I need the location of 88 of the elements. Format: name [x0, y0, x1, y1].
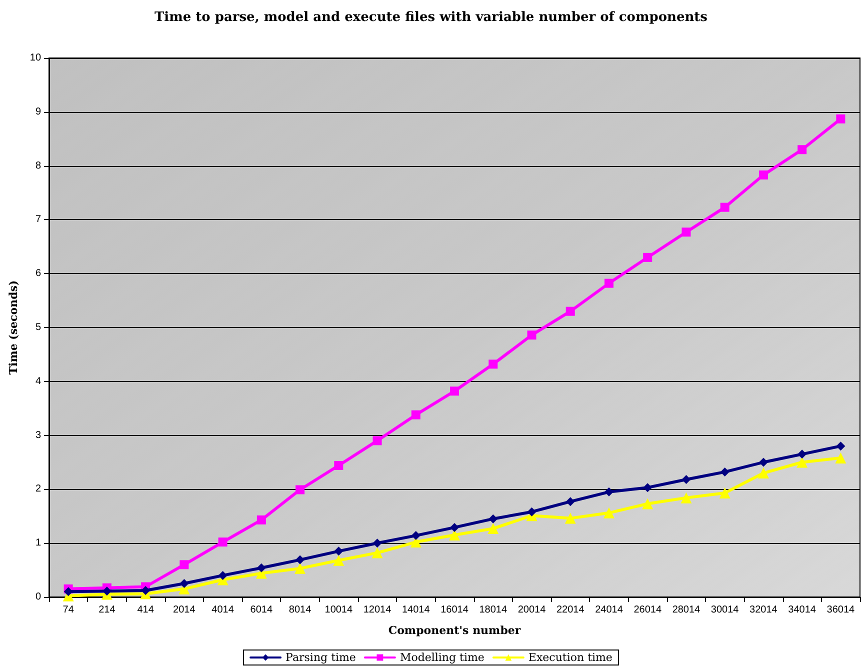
point: [758, 458, 768, 467]
point: [604, 278, 614, 288]
x-tick-label: 16014: [440, 604, 469, 616]
point: [372, 436, 382, 446]
y-tick-label: 2: [35, 484, 42, 495]
point: [334, 546, 344, 556]
point: [296, 555, 305, 564]
point: [141, 586, 150, 596]
y-tick-label: 6: [35, 268, 42, 280]
x-tick-label: 22014: [556, 604, 585, 616]
x-tick-label: 34014: [788, 604, 816, 616]
point: [180, 560, 189, 570]
point: [566, 306, 575, 316]
point: [720, 467, 730, 476]
point: [372, 538, 382, 548]
point: [603, 507, 614, 518]
point: [680, 492, 692, 504]
y-tick-label: 10: [30, 52, 42, 64]
point: [798, 145, 807, 154]
point: [720, 202, 730, 212]
y-tick-label: 7: [35, 214, 42, 226]
point: [488, 514, 498, 524]
legend-label: Modelling time: [400, 651, 484, 664]
point: [450, 386, 460, 396]
y-axis-title: Time (seconds): [7, 280, 20, 375]
point: [564, 512, 576, 524]
point: [835, 452, 846, 464]
point: [682, 475, 691, 484]
point: [719, 487, 730, 498]
point: [218, 538, 228, 547]
x-tick-label: 14014: [402, 604, 430, 616]
x-tick-label: 2014: [173, 604, 196, 616]
x-tick-label: 6014: [250, 604, 273, 616]
chart-title: Time to parse, model and execute files with variable number of components: [154, 10, 708, 25]
point: [333, 554, 344, 566]
x-tick-label: 8014: [288, 604, 312, 616]
legend-label: Execution time: [528, 651, 612, 664]
y-tick-label: 9: [35, 106, 42, 118]
y-tick-label: 8: [35, 160, 42, 172]
point: [758, 170, 768, 180]
y-tick-label: 5: [35, 322, 42, 333]
x-tick-label: 10014: [324, 604, 353, 616]
point: [411, 531, 420, 540]
point: [296, 485, 305, 494]
point: [218, 570, 228, 580]
point: [256, 515, 266, 524]
point: [450, 522, 460, 532]
point: [449, 530, 460, 541]
point: [372, 547, 383, 558]
point: [798, 450, 807, 459]
point: [527, 507, 536, 516]
point: [836, 114, 846, 124]
x-tick-label: 32014: [750, 604, 778, 616]
x-tick-label: 20014: [518, 604, 546, 616]
point: [527, 330, 536, 340]
point: [180, 579, 189, 588]
x-tick-label: 12014: [363, 604, 392, 616]
point: [294, 562, 306, 574]
x-tick-label: 30014: [710, 604, 740, 616]
x-tick-label: 18014: [479, 604, 508, 616]
point: [836, 442, 846, 451]
point: [566, 497, 575, 506]
x-tick-label: 24014: [595, 604, 624, 616]
point: [604, 487, 614, 496]
point: [411, 410, 420, 420]
y-tick-label: 0: [35, 592, 42, 602]
x-tick-label: 26014: [634, 604, 662, 616]
point: [796, 456, 808, 468]
point: [643, 483, 652, 492]
x-tick-label: 414: [137, 604, 154, 616]
point: [642, 498, 654, 510]
x-tick-label: 4014: [212, 604, 234, 616]
point: [256, 563, 266, 572]
point: [488, 523, 499, 534]
legend-label: Parsing time: [286, 651, 356, 664]
x-axis-title: Component's number: [388, 624, 521, 637]
x-tick-label: 28014: [672, 604, 701, 616]
x-tick-label: 214: [98, 604, 116, 616]
y-tick-label: 3: [35, 430, 42, 441]
point: [682, 228, 691, 237]
point: [334, 460, 344, 470]
y-tick-label: 1: [35, 538, 42, 549]
x-tick-label: 36014: [826, 604, 856, 616]
y-tick-label: 4: [35, 376, 42, 387]
point: [488, 360, 498, 369]
point: [643, 252, 652, 262]
point: [758, 468, 769, 479]
x-tick-label: 74: [62, 604, 74, 616]
